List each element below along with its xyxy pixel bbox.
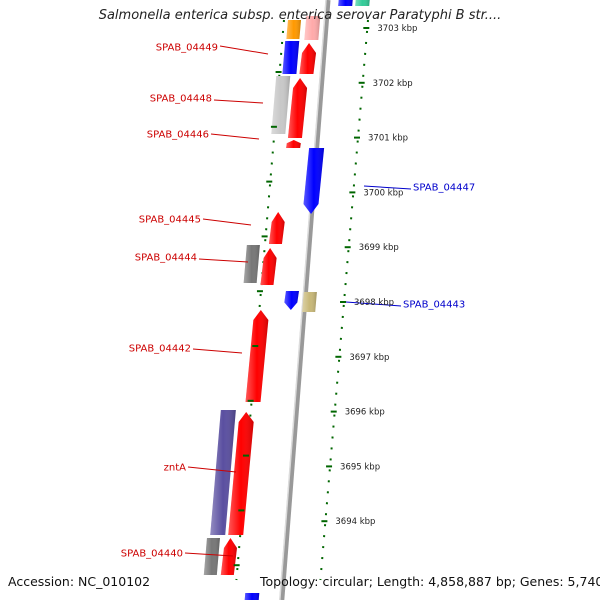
gene-blue-top-shade <box>338 0 353 6</box>
gene-SPAB-04440-red <box>220 538 237 575</box>
scale-label-2: 3701 kbp <box>368 134 408 144</box>
gene-orange-top-shade <box>286 20 301 39</box>
gene-orange-top <box>286 20 301 39</box>
gene-label-right-0: SPAB_04447 <box>413 183 475 194</box>
scale-label-3: 3700 kbp <box>363 188 403 198</box>
gene-label-left-1: SPAB_04448 <box>150 94 212 105</box>
gene-zntA-red <box>228 412 254 535</box>
gene-blue-bottom-shade <box>244 593 260 600</box>
gene-red-top <box>304 16 321 40</box>
gene-SPAB-04443-tan-shade <box>302 292 317 312</box>
scale-label-4: 3699 kbp <box>359 243 399 253</box>
gene-SPAB-04445 <box>268 212 285 244</box>
gene-zntA-red-shade <box>228 412 254 535</box>
gene-SPAB-04442-shade <box>245 310 269 402</box>
leader-left-7 <box>184 552 234 557</box>
gene-SPAB-04440-red-shade <box>220 538 237 575</box>
gene-SPAB-04444-red-shade <box>260 248 277 285</box>
leader-left-5 <box>192 348 243 354</box>
gene-zntA-purple <box>210 410 236 535</box>
gene-label-left-7: SPAB_04440 <box>121 549 183 560</box>
leader-left-0 <box>219 45 269 55</box>
gene-teal-top <box>355 0 370 6</box>
gene-SPAB-04447-shade <box>303 148 325 214</box>
label-leader-lines: SPAB_04449 SPAB_04448 SPAB_04446 SPAB_04445… <box>121 43 476 560</box>
gene-red-top-shade <box>304 16 321 40</box>
gene-blue-top <box>338 0 353 6</box>
gene-SPAB-04444-gray-shade <box>243 245 260 283</box>
gene-SPAB-04446 <box>286 140 301 148</box>
leader-right-1 <box>345 301 402 307</box>
gene-label-left-3: SPAB_04445 <box>139 215 201 226</box>
gene-SPAB-04448-gray <box>271 76 291 134</box>
leader-left-4 <box>198 258 249 263</box>
gene-SPAB-04444-gray <box>243 245 260 283</box>
scale-ticks: 3703 kbp 3702 kbp 3701 kbp 3700 kbp 3699 kbp… <box>233 24 417 567</box>
gene-blue-bottom <box>244 593 260 600</box>
gene-SPAB-04447 <box>303 148 325 214</box>
gene-features <box>203 0 370 600</box>
scale-label-7: 3696 kbp <box>345 408 385 418</box>
gene-SPAB-04443-tan <box>302 292 317 312</box>
gene-label-left-2: SPAB_04446 <box>147 130 209 141</box>
gene-SPAB-04440-gray-shade <box>203 538 220 575</box>
gene-SPAB-04446-shade <box>286 140 301 148</box>
scale-label-8: 3695 kbp <box>340 462 380 472</box>
accession-label: Accession: NC_010102 <box>8 574 151 589</box>
gene-SPAB-04448-red <box>287 78 308 138</box>
gene-SPAB-04449-blue-shade <box>282 41 300 74</box>
gene-SPAB-04443-blue-shade <box>284 291 299 310</box>
gene-SPAB-04449-blue <box>282 41 300 74</box>
gene-SPAB-04442 <box>245 310 269 402</box>
leader-right-0 <box>363 185 412 190</box>
scale-label-6: 3697 kbp <box>349 353 389 363</box>
gene-SPAB-04445-shade <box>268 212 285 244</box>
scale-label-9: 3694 kbp <box>335 517 375 527</box>
scale-label-5: 3698 kbp <box>354 298 394 308</box>
gene-SPAB-04449-red-shade <box>299 43 317 74</box>
gene-SPAB-04448-gray-shade <box>271 76 291 134</box>
gene-label-right-1: SPAB_04443 <box>403 300 465 311</box>
gene-SPAB-04448-red-shade <box>287 78 308 138</box>
gene-SPAB-04444-red <box>260 248 277 285</box>
gene-label-left-4: SPAB_04444 <box>135 253 197 264</box>
leader-left-1 <box>213 99 264 104</box>
scale-label-1: 3702 kbp <box>373 79 413 89</box>
gene-teal-top-shade <box>355 0 370 6</box>
gene-label-left-5: SPAB_04442 <box>129 344 191 355</box>
gene-SPAB-04443-blue <box>284 291 299 310</box>
scale-label-0: 3703 kbp <box>377 24 417 34</box>
gene-zntA-purple-shade <box>210 410 236 535</box>
gene-SPAB-04449-red <box>299 43 317 74</box>
topology-label: Topology: circular; Length: 4,858,887 bp… <box>260 574 600 589</box>
backbone-highlight <box>279 0 327 600</box>
gene-label-left-0: SPAB_04449 <box>156 43 218 54</box>
leader-left-6 <box>187 466 237 473</box>
gene-label-left-6: zntA <box>164 463 187 474</box>
gene-SPAB-04440-gray <box>203 538 220 575</box>
leader-left-3 <box>202 218 252 226</box>
genome-title: Salmonella enterica subsp. enterica sero… <box>98 8 502 23</box>
leader-left-2 <box>210 133 260 140</box>
